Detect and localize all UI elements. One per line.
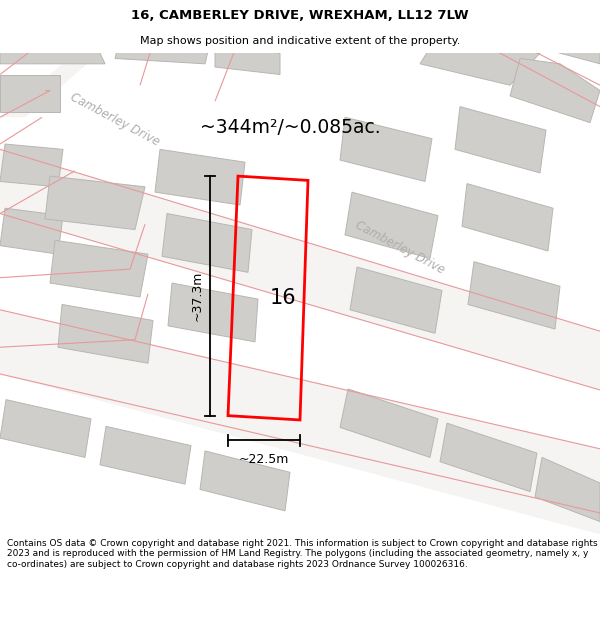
Polygon shape — [45, 176, 145, 229]
Polygon shape — [462, 184, 553, 251]
Text: ~344m²/~0.085ac.: ~344m²/~0.085ac. — [200, 119, 380, 138]
Polygon shape — [0, 53, 100, 118]
Polygon shape — [420, 32, 540, 85]
Text: Map shows position and indicative extent of the property.: Map shows position and indicative extent… — [140, 36, 460, 46]
Polygon shape — [162, 214, 252, 272]
Polygon shape — [345, 192, 438, 259]
Polygon shape — [0, 144, 63, 187]
Polygon shape — [0, 32, 105, 64]
Polygon shape — [155, 149, 245, 205]
Polygon shape — [540, 32, 600, 64]
Polygon shape — [440, 423, 537, 492]
Text: Camberley Drive: Camberley Drive — [68, 91, 162, 149]
Polygon shape — [535, 458, 600, 521]
Polygon shape — [50, 240, 148, 297]
Polygon shape — [215, 48, 280, 74]
Polygon shape — [350, 267, 442, 333]
Polygon shape — [0, 399, 91, 458]
Text: Camberley Drive: Camberley Drive — [353, 219, 447, 277]
Polygon shape — [0, 208, 63, 254]
Text: 16: 16 — [270, 288, 297, 308]
Polygon shape — [58, 304, 153, 363]
Text: Contains OS data © Crown copyright and database right 2021. This information is : Contains OS data © Crown copyright and d… — [7, 539, 598, 569]
Text: ~37.3m: ~37.3m — [191, 271, 203, 321]
Polygon shape — [0, 74, 60, 112]
Polygon shape — [168, 283, 258, 342]
Polygon shape — [0, 149, 600, 390]
Polygon shape — [0, 310, 600, 534]
Polygon shape — [115, 37, 210, 64]
Polygon shape — [510, 59, 600, 122]
Polygon shape — [455, 107, 546, 173]
Polygon shape — [468, 262, 560, 329]
Text: 16, CAMBERLEY DRIVE, WREXHAM, LL12 7LW: 16, CAMBERLEY DRIVE, WREXHAM, LL12 7LW — [131, 9, 469, 22]
Polygon shape — [340, 389, 438, 458]
Polygon shape — [200, 451, 290, 511]
Text: ~22.5m: ~22.5m — [239, 453, 289, 466]
Polygon shape — [100, 426, 191, 484]
Polygon shape — [340, 118, 432, 181]
